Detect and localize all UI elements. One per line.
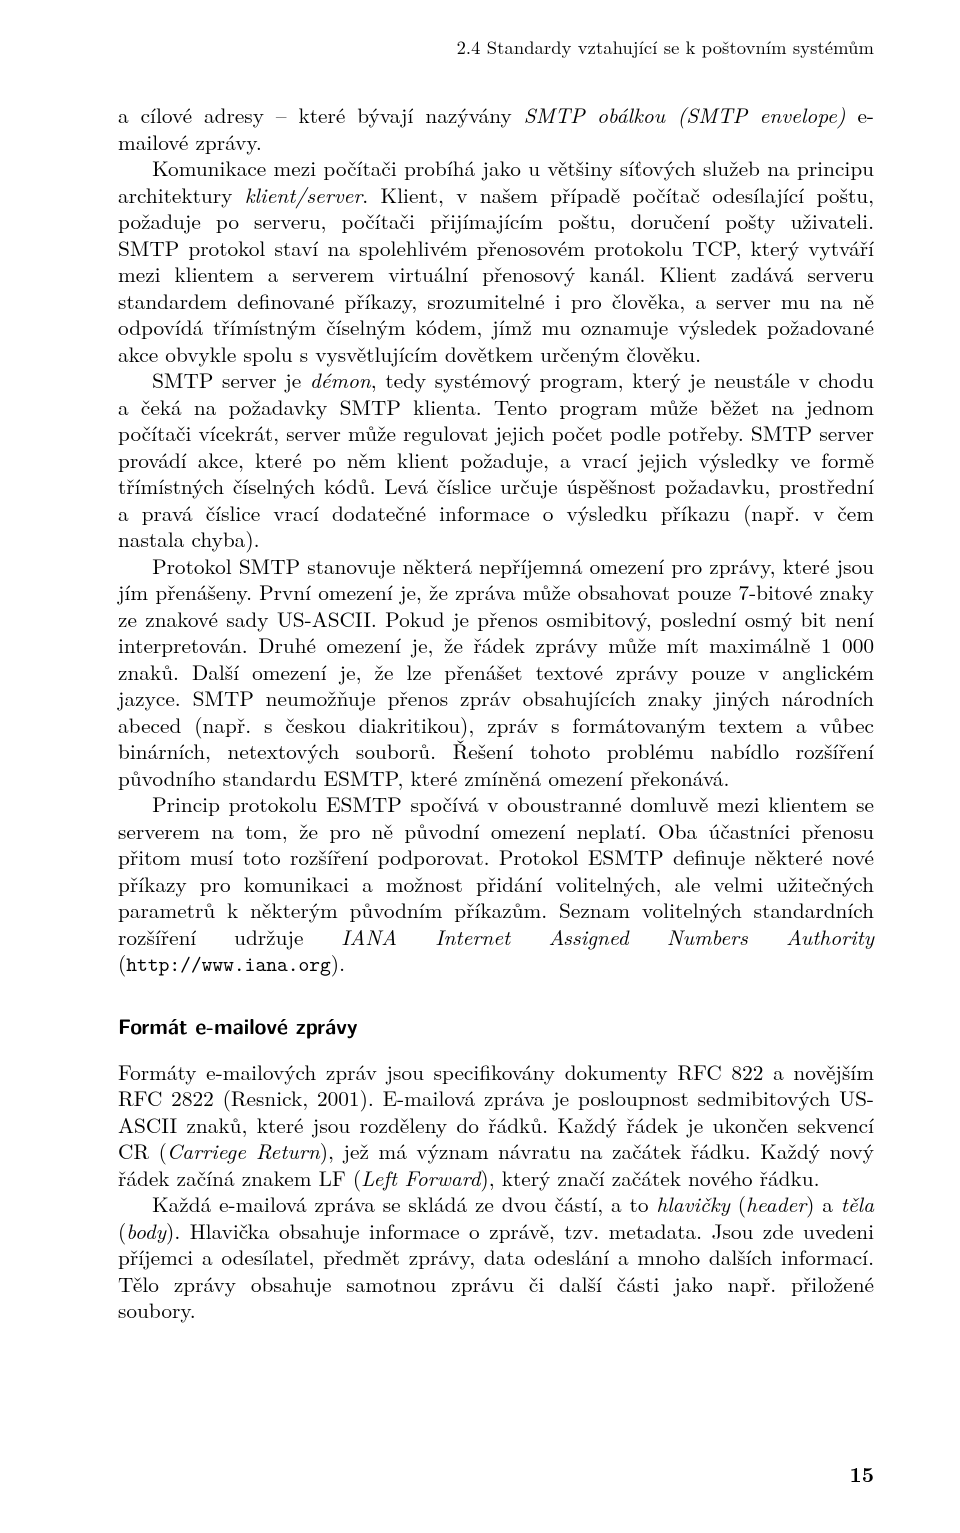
subheading-format: Formát e-mailové zprávy <box>118 1011 874 1041</box>
paragraph-4: Protokol SMTP stanovuje některá nepříjem… <box>118 553 874 792</box>
paragraph-5: Princip protokolu ESMTP spočívá v oboust… <box>118 791 874 978</box>
paragraph-2: Komunikace mezi počítači probíhá jako u … <box>118 155 874 367</box>
running-header: 2.4 Standardy vztahující se k poštovním … <box>118 34 874 60</box>
page-number: 15 <box>850 1459 875 1489</box>
paragraph-7: Každá e-mailová zpráva se skládá ze dvou… <box>118 1191 874 1324</box>
page: 2.4 Standardy vztahující se k poštovním … <box>0 0 960 1533</box>
paragraph-6: Formáty e-mailových zpráv jsou specifiko… <box>118 1059 874 1192</box>
paragraph-3: SMTP server je démon, tedy systémový pro… <box>118 367 874 553</box>
paragraph-1: a cílové adresy – které bývají nazývány … <box>118 102 874 155</box>
